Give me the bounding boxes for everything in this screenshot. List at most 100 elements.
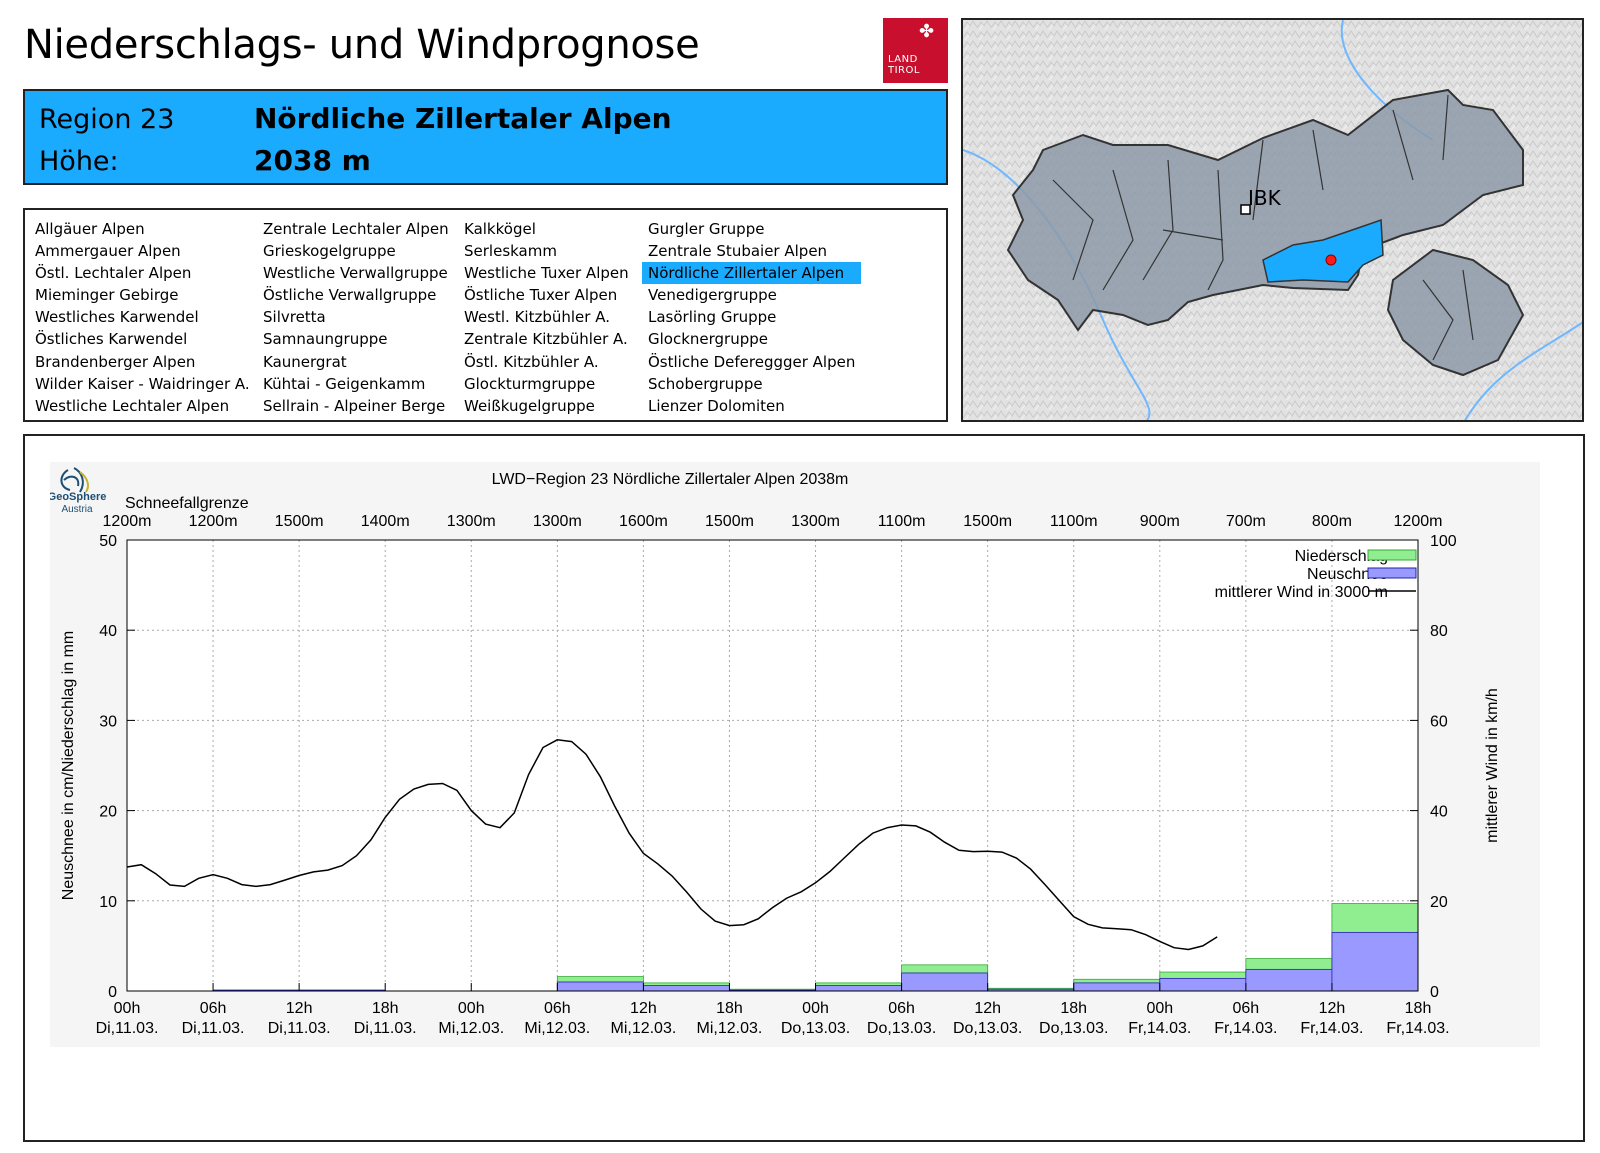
region-list-item[interactable]: Mieminger Gebirge <box>35 286 179 305</box>
x-tick-date: Fr,14.03. <box>1214 1020 1277 1037</box>
y2-tick-label: 0 <box>1430 984 1439 1001</box>
height-label: Höhe: <box>39 146 119 177</box>
region-list-item[interactable]: Westliche Tuxer Alpen <box>464 264 629 283</box>
snowline-label: 1200m <box>1394 513 1443 530</box>
page-title: Niederschlags- und Windprognose <box>24 22 700 68</box>
y-axis-left: 0 10 20 30 40 50 <box>99 533 135 1001</box>
region-list-item[interactable]: Zentrale Stubaier Alpen <box>648 242 828 261</box>
x-tick-date: Mi,12.03. <box>697 1020 763 1037</box>
neuschnee-bar <box>1073 982 1161 992</box>
x-tick-label: 18h <box>1060 1000 1087 1017</box>
region-map: IBK <box>961 18 1584 422</box>
region-list-item[interactable]: Brandenberger Alpen <box>35 352 196 371</box>
x-tick-label: 12h <box>1319 1000 1346 1017</box>
neuschnee-bar <box>901 972 989 992</box>
region-list-item[interactable]: Kühtai - Geigenkamm <box>263 374 426 393</box>
neuschnee-bar <box>1159 977 1247 992</box>
x-tick-label: 06h <box>544 1000 571 1017</box>
snowline-label: 1400m <box>361 513 410 530</box>
x-tick-label: 18h <box>716 1000 743 1017</box>
region-list-item[interactable]: Silvretta <box>263 308 326 327</box>
forecast-chart: GeoSphere Austria LWD−Region 23 Nördlich… <box>50 462 1540 1047</box>
y2-tick-label: 60 <box>1430 713 1448 730</box>
east-tyrol-region <box>1386 248 1525 377</box>
legend-neuschnee-swatch <box>1367 567 1417 579</box>
x-axis: 00h Di,11.03. 06h Di,11.03. 12h Di,11.03. 18h D… <box>96 983 1450 1037</box>
region-list-item[interactable]: Lienzer Dolomiten <box>648 396 785 415</box>
y2-tick-label: 20 <box>1430 894 1448 911</box>
x-tick-date: Mi,12.03. <box>524 1020 590 1037</box>
x-tick-label: 18h <box>1405 1000 1432 1017</box>
region-list-column-2: Zentrale Lechtaler Alpen Grieskogelgruppe… <box>263 218 455 417</box>
region-list-item[interactable]: Weißkugelgruppe <box>464 396 595 415</box>
grid <box>127 540 1418 991</box>
x-tick-date: Do,13.03. <box>781 1020 850 1037</box>
plot-area <box>127 540 1418 991</box>
chart-title: LWD−Region 23 Nördliche Zillertaler Alpe… <box>492 471 849 488</box>
region-list-item[interactable]: Östl. Lechtaler Alpen <box>35 264 192 283</box>
region-list-item[interactable]: Östliche Defereggger Alpen <box>648 352 856 371</box>
x-tick-label: 18h <box>372 1000 399 1017</box>
region-list-item[interactable]: Allgäuer Alpen <box>35 220 145 238</box>
snowline-label: 1100m <box>1050 513 1098 530</box>
region-list-item[interactable]: Westliche Lechtaler Alpen <box>35 396 230 415</box>
x-tick-label: 06h <box>200 1000 227 1017</box>
x-tick-date: Di,11.03. <box>354 1020 417 1037</box>
region-list-item[interactable]: Sellrain - Alpeiner Berge <box>263 396 446 415</box>
region-list-item[interactable]: Schobergruppe <box>648 374 763 393</box>
region-list-item[interactable]: Samnaungruppe <box>263 330 388 349</box>
region-list-item[interactable]: Westliche Verwallgruppe <box>263 264 448 283</box>
height-value: 2038 m <box>254 144 371 177</box>
region-list-item[interactable]: Östliche Verwallgruppe <box>263 286 437 305</box>
region-list-item[interactable]: Westliches Karwendel <box>35 308 199 327</box>
y2-tick-label: 40 <box>1430 804 1448 821</box>
y-tick-label: 50 <box>99 533 117 550</box>
y-tick-label: 20 <box>99 804 117 821</box>
region-list-item[interactable]: Lasörling Gruppe <box>648 308 777 327</box>
region-list-item[interactable]: Zentrale Lechtaler Alpen <box>263 220 449 238</box>
x-tick-date: Mi,12.03. <box>438 1020 504 1037</box>
region-list-item[interactable]: Östliche Tuxer Alpen <box>464 286 618 305</box>
geosphere-brand: GeoSphere <box>50 491 106 503</box>
region-list-item[interactable]: Nördliche Zillertaler Alpen <box>642 262 862 285</box>
region-list-item[interactable]: Östl. Kitzbühler A. <box>464 352 599 371</box>
x-tick-date: Fr,14.03. <box>1128 1020 1191 1037</box>
geosphere-logo <box>60 467 89 493</box>
logo-line-1: LAND <box>888 54 918 65</box>
y2-axis-label: mittlerer Wind in km/h <box>1484 688 1501 843</box>
x-tick-date: Di,11.03. <box>268 1020 331 1037</box>
x-tick-label: 12h <box>286 1000 313 1017</box>
y2-tick-label: 80 <box>1430 623 1448 640</box>
region-list-item[interactable]: Ammergauer Alpen <box>35 242 181 261</box>
y-tick-label: 40 <box>99 623 117 640</box>
region-list-item[interactable]: Venedigergruppe <box>648 286 777 305</box>
x-tick-date: Do,13.03. <box>867 1020 936 1037</box>
snowline-label: 1500m <box>963 513 1012 530</box>
region-list-item[interactable]: Grieskogelgruppe <box>263 242 396 261</box>
land-tirol-logo: ✤ LAND TIROL <box>883 18 948 83</box>
region-list-item[interactable]: Wilder Kaiser - Waidringer A. <box>35 374 250 393</box>
region-list-column-4: Gurgler Gruppe Zentrale Stubaier Alpen Nör… <box>642 218 862 417</box>
snowline-label: 900m <box>1140 513 1180 530</box>
region-list-item[interactable]: Zentrale Kitzbühler A. <box>464 330 628 349</box>
region-list-item[interactable]: Glockturmgruppe <box>464 374 596 393</box>
region-list-item[interactable]: Kalkkögel <box>464 220 536 238</box>
x-tick-date: Mi,12.03. <box>610 1020 676 1037</box>
x-tick-date: Do,13.03. <box>953 1020 1022 1037</box>
region-list-item[interactable]: Gurgler Gruppe <box>648 220 765 238</box>
region-list-item[interactable]: Kaunergrat <box>263 352 347 371</box>
neuschnee-bar <box>643 985 730 992</box>
snowline-title: Schneefallgrenze <box>125 495 249 512</box>
y-tick-label: 0 <box>108 984 117 1001</box>
region-info-box: Region 23 Nördliche Zillertaler Alpen Hö… <box>23 89 948 185</box>
plot-border <box>126 539 1419 992</box>
region-list-item[interactable]: Serleskamm <box>464 242 557 261</box>
region-list-item[interactable]: Westl. Kitzbühler A. <box>464 308 610 327</box>
region-list-item[interactable]: Glocknergruppe <box>648 330 769 349</box>
region-list-item[interactable]: Östliches Karwendel <box>35 330 188 349</box>
region-name: Nördliche Zillertaler Alpen <box>254 102 672 135</box>
x-tick-label: 06h <box>1233 1000 1260 1017</box>
river-right <box>1464 321 1582 420</box>
x-tick-date: Fr,14.03. <box>1386 1020 1449 1037</box>
chart-frame <box>23 434 1585 1142</box>
